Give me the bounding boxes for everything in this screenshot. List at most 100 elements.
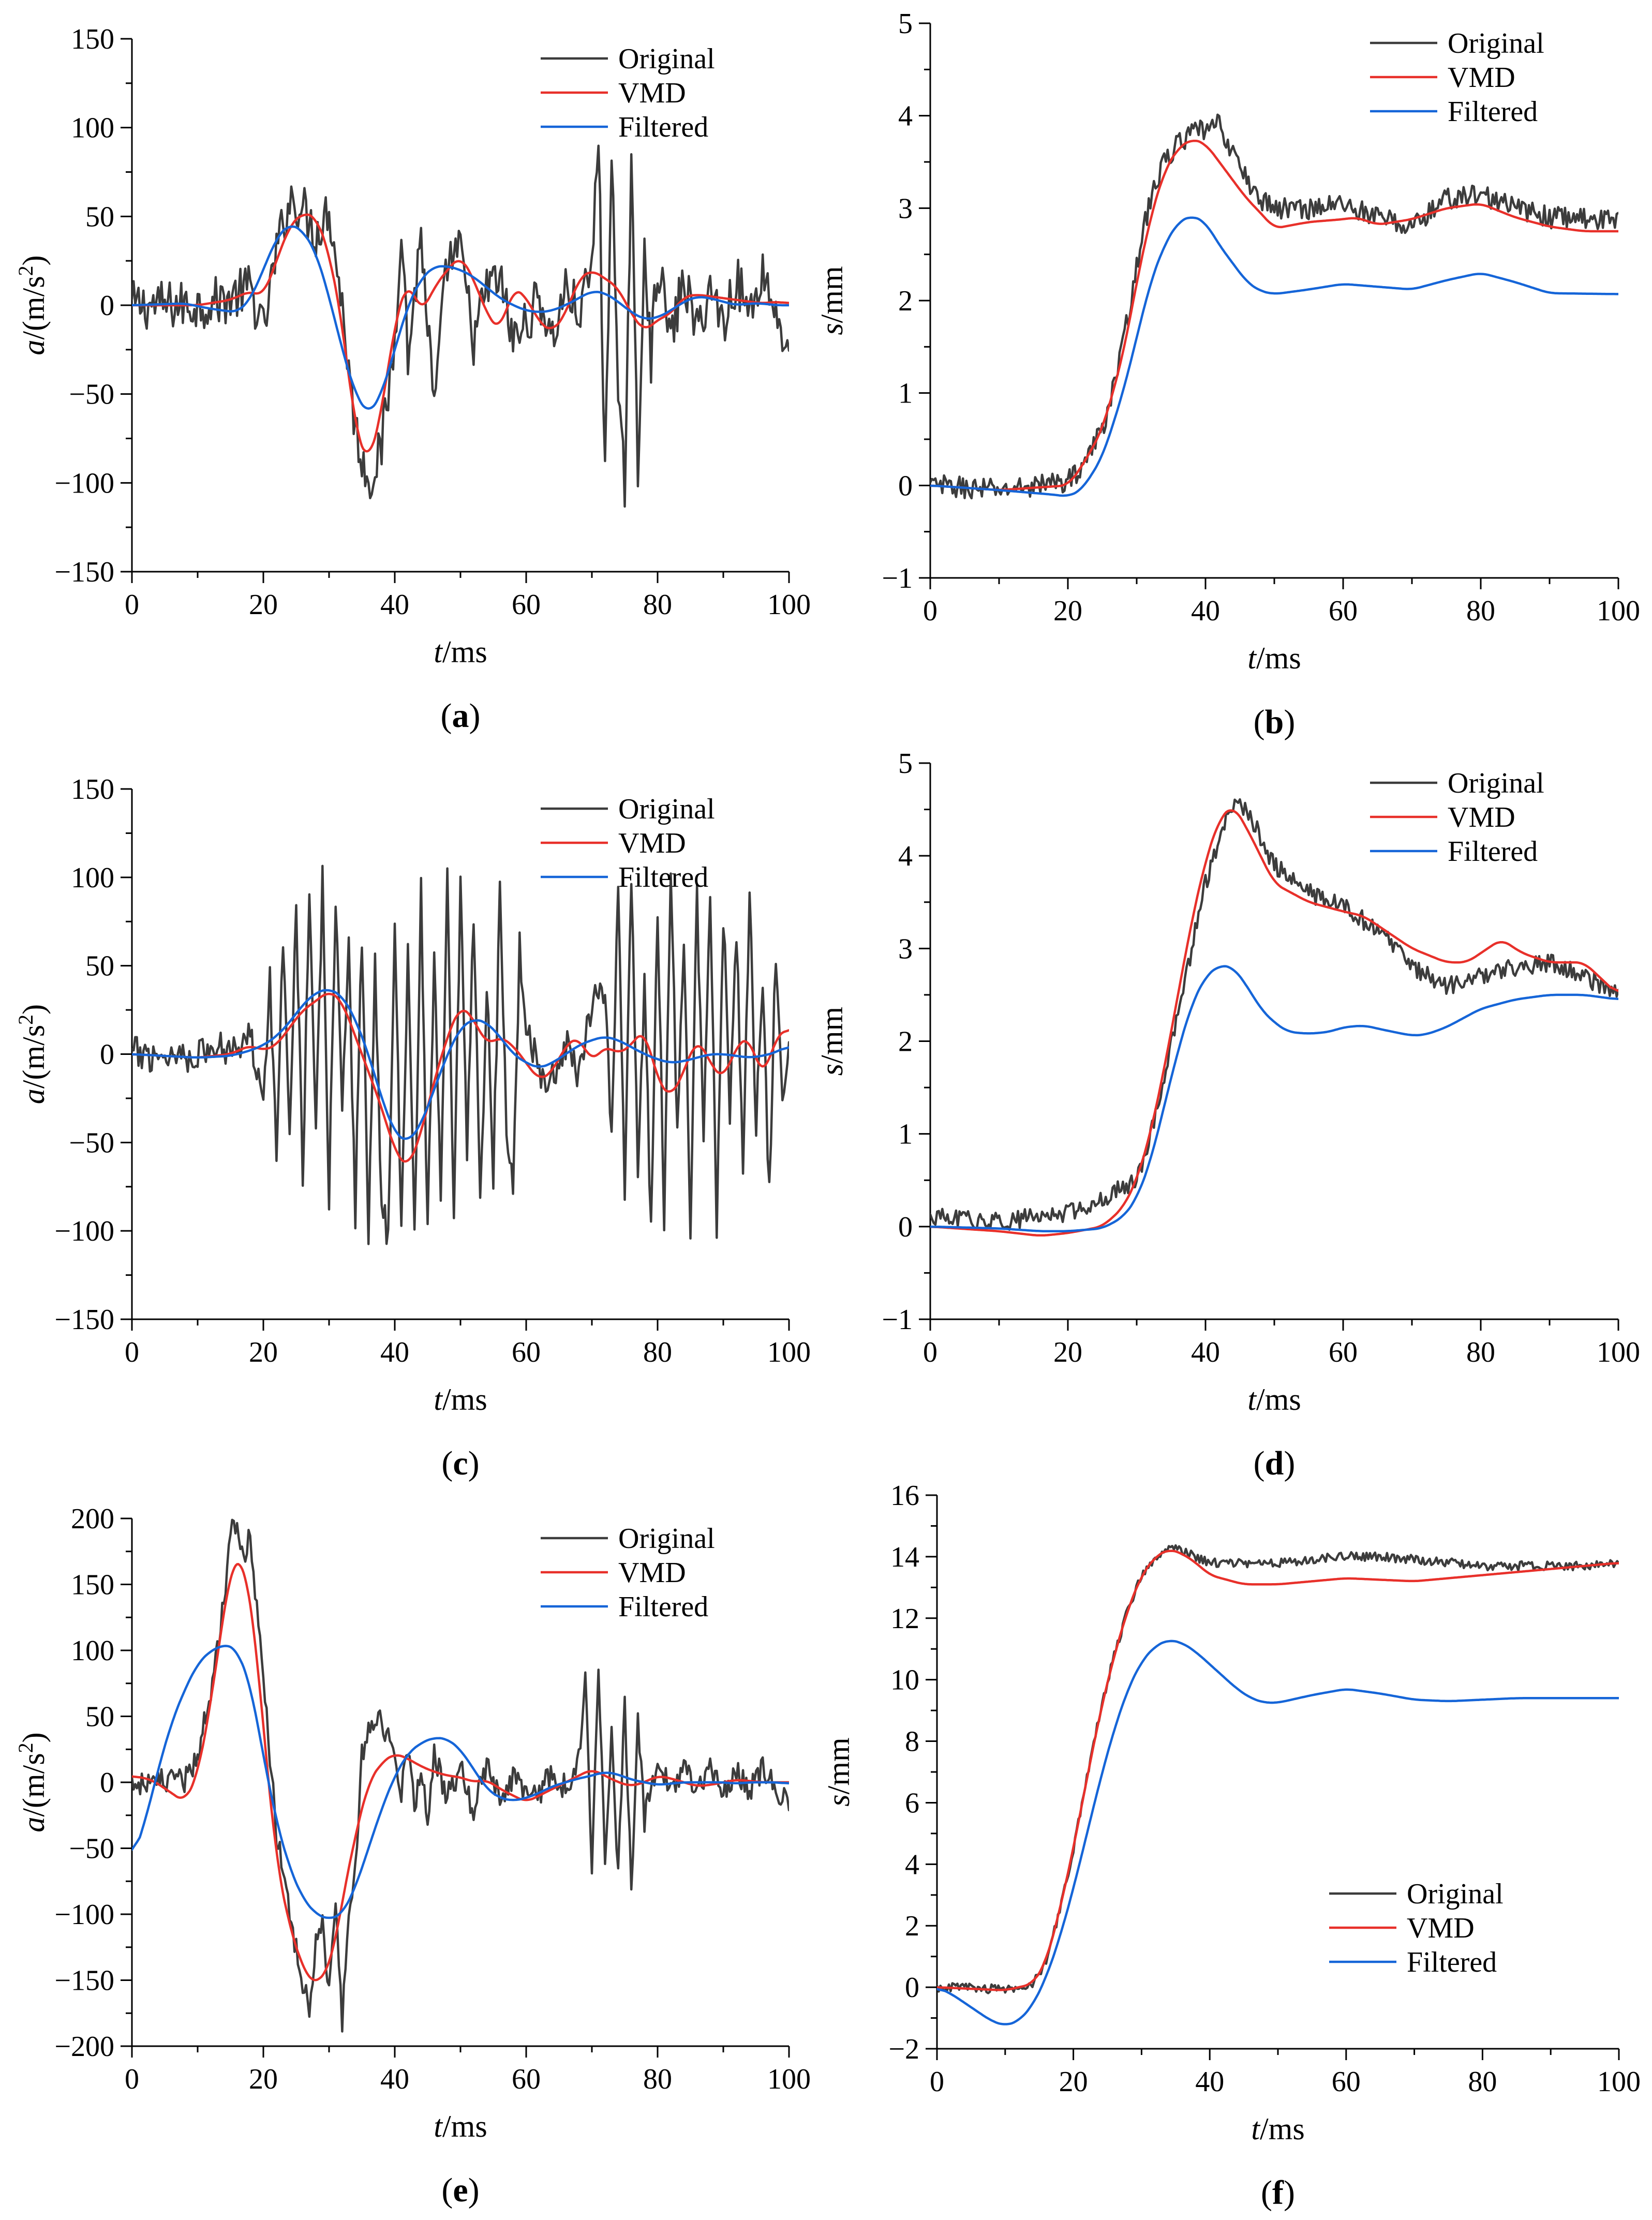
series-group xyxy=(930,798,1618,1237)
x-tick-label: 20 xyxy=(249,1336,278,1368)
legend-label-original: Original xyxy=(618,1523,715,1555)
y-tick-label: 0 xyxy=(100,290,114,322)
y-tick-label: −150 xyxy=(54,1304,114,1336)
y-tick-label: 50 xyxy=(85,950,114,982)
panel-c: 0 20 40 60 80 100 −150 −100 −50 0 50 100 150 t/ms a/(m… xyxy=(14,773,811,1482)
x-axis-title: t/ms xyxy=(434,2109,487,2143)
y-axis-title: a/(m/s2) xyxy=(14,255,51,355)
y-axis-title: s/mm xyxy=(815,1007,849,1076)
x-tick-label: 100 xyxy=(1597,2066,1641,2098)
series-group xyxy=(132,1518,789,2033)
series-line-original xyxy=(930,113,1618,500)
panel-caption: (f) xyxy=(1261,2174,1295,2212)
y-tick-label: 6 xyxy=(905,1787,919,1819)
y-tick-label: 1 xyxy=(898,378,913,410)
x-tick-label: 20 xyxy=(1059,2066,1088,2098)
x-tick-label: 80 xyxy=(1466,1336,1495,1368)
series-line-filtered xyxy=(930,965,1618,1233)
series-line-original xyxy=(930,798,1618,1231)
y-tick-label: 14 xyxy=(890,1541,919,1573)
series-group xyxy=(132,144,789,508)
y-tick-label: 0 xyxy=(905,1972,919,2004)
y-tick-label: −150 xyxy=(54,1965,114,1997)
x-tick-label: 0 xyxy=(125,1336,139,1368)
x-tick-label: 40 xyxy=(380,1336,409,1368)
x-tick-label: 100 xyxy=(767,1336,811,1368)
series-group xyxy=(930,113,1618,500)
y-tick-label: −100 xyxy=(54,467,114,499)
series-group xyxy=(132,865,789,1245)
y-tick-label: −50 xyxy=(69,1833,114,1865)
y-tick-label: −100 xyxy=(54,1215,114,1247)
series-line-vmd xyxy=(930,809,1618,1237)
x-axis-title: t/ms xyxy=(1251,2112,1304,2146)
x-tick-label: 40 xyxy=(1195,2066,1224,2098)
x-tick-label: 80 xyxy=(643,1336,672,1368)
y-tick-label: 150 xyxy=(71,23,114,55)
x-tick-label: 40 xyxy=(1191,595,1220,627)
series-line-vmd xyxy=(132,213,789,453)
legend-label-vmd: VMD xyxy=(1448,801,1515,833)
y-tick-label: −1 xyxy=(882,1304,913,1336)
x-tick-label: 0 xyxy=(923,595,937,627)
y-axis-title: a/(m/s2) xyxy=(14,1004,51,1104)
series-line-original xyxy=(132,144,789,508)
legend-label-vmd: VMD xyxy=(618,77,686,109)
series-line-vmd xyxy=(937,1549,1619,1991)
panel-b: 0 20 40 60 80 100 −1 0 1 2 3 4 5 t/ms s/mm OriginalVMDF… xyxy=(815,8,1640,741)
y-tick-label: −2 xyxy=(888,2033,919,2065)
y-tick-label: 50 xyxy=(85,201,114,233)
series-line-filtered xyxy=(132,989,789,1140)
legend-label-vmd: VMD xyxy=(1448,62,1515,94)
y-tick-label: 0 xyxy=(100,1767,114,1799)
x-tick-label: 60 xyxy=(512,589,541,621)
x-tick-label: 60 xyxy=(1332,2066,1361,2098)
y-tick-label: 2 xyxy=(898,285,913,317)
x-tick-label: 40 xyxy=(380,589,409,621)
y-tick-label: 150 xyxy=(71,1569,114,1601)
panel-f: 0 20 40 60 80 100 −2 0 2 4 6 8 10 12 14 16 t/ms s/mm Origi… xyxy=(822,1480,1641,2212)
x-tick-label: 100 xyxy=(1597,1336,1640,1368)
x-tick-label: 0 xyxy=(125,589,139,621)
x-tick-label: 80 xyxy=(643,589,672,621)
y-axis-title: s/mm xyxy=(815,266,849,335)
y-tick-label: 10 xyxy=(890,1664,919,1696)
y-tick-label: 4 xyxy=(905,1849,919,1881)
y-tick-label: 4 xyxy=(898,840,913,872)
y-tick-label: −1 xyxy=(882,562,913,594)
x-tick-label: 0 xyxy=(125,2063,139,2095)
legend-label-filtered: Filtered xyxy=(618,111,708,143)
panel-caption: (c) xyxy=(441,1444,479,1482)
y-tick-label: 12 xyxy=(890,1603,919,1635)
x-tick-label: 100 xyxy=(1597,595,1640,627)
x-tick-label: 60 xyxy=(1329,1336,1358,1368)
x-tick-label: 100 xyxy=(767,589,811,621)
y-tick-label: −50 xyxy=(69,379,114,411)
legend-label-original: Original xyxy=(618,793,715,825)
x-tick-label: 80 xyxy=(643,2063,672,2095)
x-axis-title: t/ms xyxy=(434,635,487,669)
x-tick-label: 0 xyxy=(930,2066,944,2098)
x-axis-title: t/ms xyxy=(1247,641,1301,675)
legend-label-original: Original xyxy=(618,43,715,75)
y-axis-title: a/(m/s2) xyxy=(14,1732,51,1832)
legend-label-original: Original xyxy=(1407,1878,1504,1910)
y-tick-label: 100 xyxy=(71,1635,114,1667)
y-tick-label: 5 xyxy=(898,8,913,40)
x-tick-label: 80 xyxy=(1466,595,1495,627)
x-tick-label: 80 xyxy=(1468,2066,1497,2098)
legend-label-filtered: Filtered xyxy=(1448,836,1538,868)
x-tick-label: 20 xyxy=(1053,1336,1082,1368)
series-line-vmd xyxy=(132,1563,789,1981)
x-tick-label: 60 xyxy=(1329,595,1358,627)
x-tick-label: 0 xyxy=(923,1336,937,1368)
legend-label-filtered: Filtered xyxy=(618,1591,708,1623)
x-tick-label: 20 xyxy=(249,589,278,621)
series-line-original xyxy=(937,1544,1619,1994)
y-tick-label: 3 xyxy=(898,192,913,225)
y-tick-label: 2 xyxy=(898,1026,913,1058)
